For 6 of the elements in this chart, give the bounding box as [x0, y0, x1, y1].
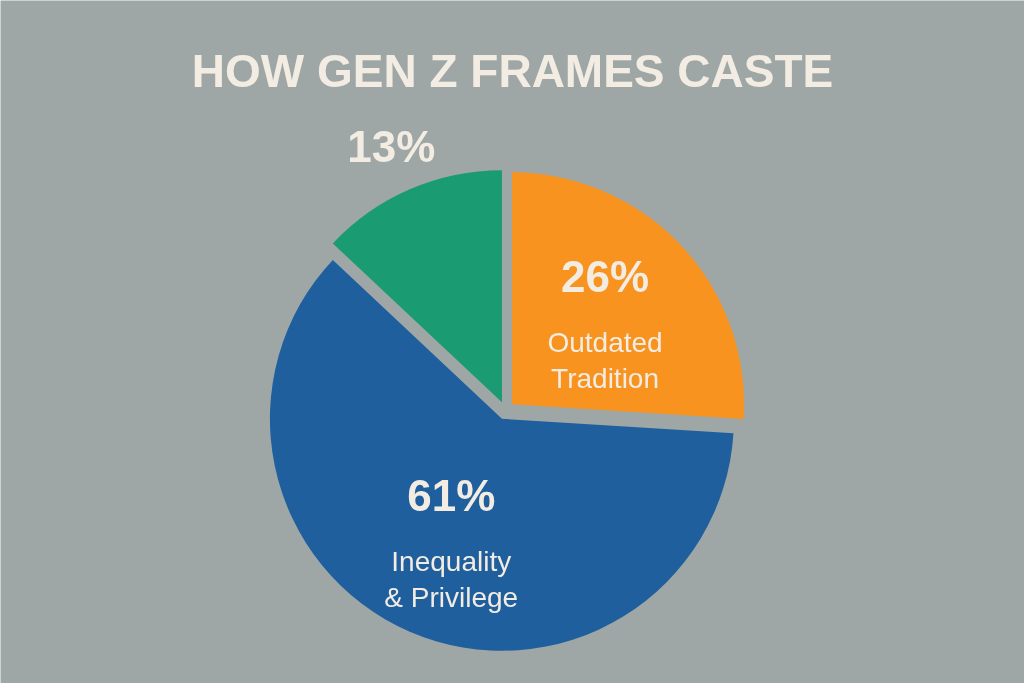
data-label: 13% [347, 122, 436, 172]
data-label: 26% [561, 252, 650, 302]
chart-title: HOW GEN Z FRAMES CASTE [191, 44, 834, 97]
slice-label: Inequality & Privilege [384, 545, 519, 613]
data-label: 61% [407, 471, 496, 521]
slice-label: Outdated Tradition [547, 326, 663, 394]
